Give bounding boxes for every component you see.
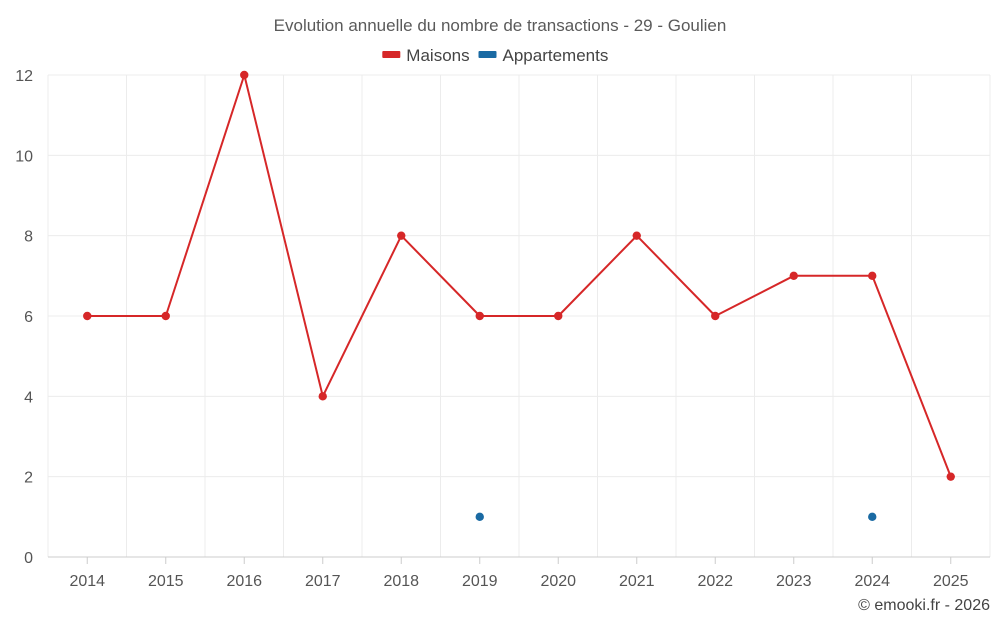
chart-title: Evolution annuelle du nombre de transact…: [274, 16, 727, 35]
y-tick-label: 6: [24, 309, 33, 326]
x-tick-label: 2019: [462, 573, 498, 590]
data-point-maisons-2025: [946, 472, 955, 481]
y-tick-label: 8: [24, 229, 33, 246]
x-tick-label: 2017: [305, 573, 341, 590]
data-point-maisons-2024: [868, 271, 877, 281]
x-tick-label: 2022: [697, 573, 733, 590]
data-point-appartements-2019: [475, 512, 484, 522]
x-tick-label: 2016: [226, 573, 262, 590]
data-point-maisons-2023: [789, 271, 798, 281]
x-tick-label: 2020: [540, 573, 576, 590]
y-tick-label: 2: [24, 470, 33, 487]
legend-swatch-appartements: [478, 51, 497, 58]
data-point-maisons-2020: [554, 311, 563, 321]
legend-label-maisons: Maisons: [406, 46, 469, 65]
y-tick-label: 0: [24, 550, 33, 567]
y-tick-label: 4: [24, 389, 33, 406]
axes: 0 2 4 6 8 10 12 2014 2015 2016 2017 2018 2019 2020 202…: [15, 68, 990, 590]
data-point-maisons-2018: [397, 231, 406, 240]
x-tick-label: 2025: [933, 573, 969, 590]
y-tick-label: 12: [15, 68, 33, 85]
credit-text: © emooki.fr - 2026: [858, 597, 990, 614]
x-tick-label: 2021: [619, 573, 655, 590]
x-tick-label: 2024: [854, 573, 890, 590]
data-point-maisons-2014: [83, 311, 92, 321]
series-layer: [83, 70, 955, 522]
series-line-maisons: [87, 74, 952, 478]
data-point-maisons-2019: [475, 311, 484, 321]
legend-swatch-maisons: [382, 51, 401, 58]
x-tick-label: 2015: [148, 573, 184, 590]
x-tick-label: 2023: [776, 573, 812, 590]
data-point-maisons-2022: [711, 311, 720, 321]
legend-label-appartements: Appartements: [503, 46, 609, 65]
data-point-maisons-2017: [318, 392, 327, 401]
data-point-appartements-2024: [868, 512, 877, 522]
data-point-maisons-2015: [161, 311, 170, 321]
data-point-maisons-2016: [240, 70, 249, 80]
x-tick-label: 2018: [383, 573, 419, 590]
y-tick-label: 10: [15, 148, 33, 165]
x-tick-label: 2014: [69, 573, 105, 590]
legend: Maisons Appartements: [382, 46, 608, 65]
data-point-maisons-2021: [632, 231, 641, 240]
